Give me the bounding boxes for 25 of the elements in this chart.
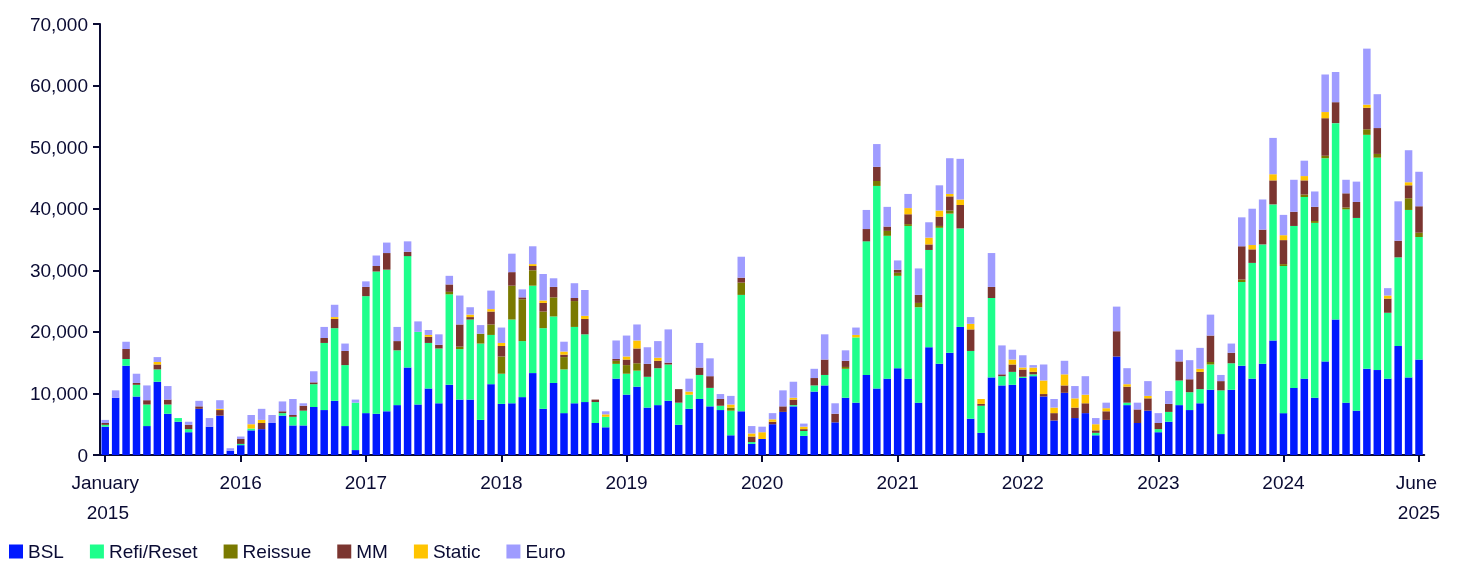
x-tick-label: 2016: [219, 471, 262, 493]
x-tick-label: 2017: [344, 471, 388, 493]
legend-label: BSL: [28, 541, 64, 562]
legend-label: MM: [356, 541, 388, 562]
x-tick-label: 2023: [1137, 471, 1180, 493]
y-tick-label: 0: [77, 444, 88, 466]
x-tick-label: 2019: [605, 471, 648, 493]
x-tick-label: 2018: [480, 471, 523, 493]
y-tick-label: 20,000: [29, 321, 88, 343]
y-tick-label: 10,000: [29, 382, 88, 404]
x-tick-label: January 2015: [71, 471, 140, 523]
x-tick-label: 2022: [1001, 471, 1044, 493]
y-tick-label: 60,000: [29, 75, 88, 97]
x-tick-label: 2024: [1262, 471, 1306, 493]
x-tick-label: 2020: [740, 471, 784, 493]
legend-label: Reissue: [242, 541, 312, 562]
y-tick-label: 40,000: [29, 198, 88, 220]
x-tick-label: June 2025: [1395, 471, 1443, 523]
y-tick-label: 30,000: [29, 259, 88, 281]
legend-label: Static: [432, 541, 481, 562]
y-tick-label: 70,000: [29, 13, 88, 35]
legend-label: Refi/Reset: [108, 541, 199, 562]
x-tick-label: 2021: [876, 471, 919, 493]
legend-label: Euro: [525, 541, 566, 562]
y-tick-label: 50,000: [29, 136, 88, 158]
